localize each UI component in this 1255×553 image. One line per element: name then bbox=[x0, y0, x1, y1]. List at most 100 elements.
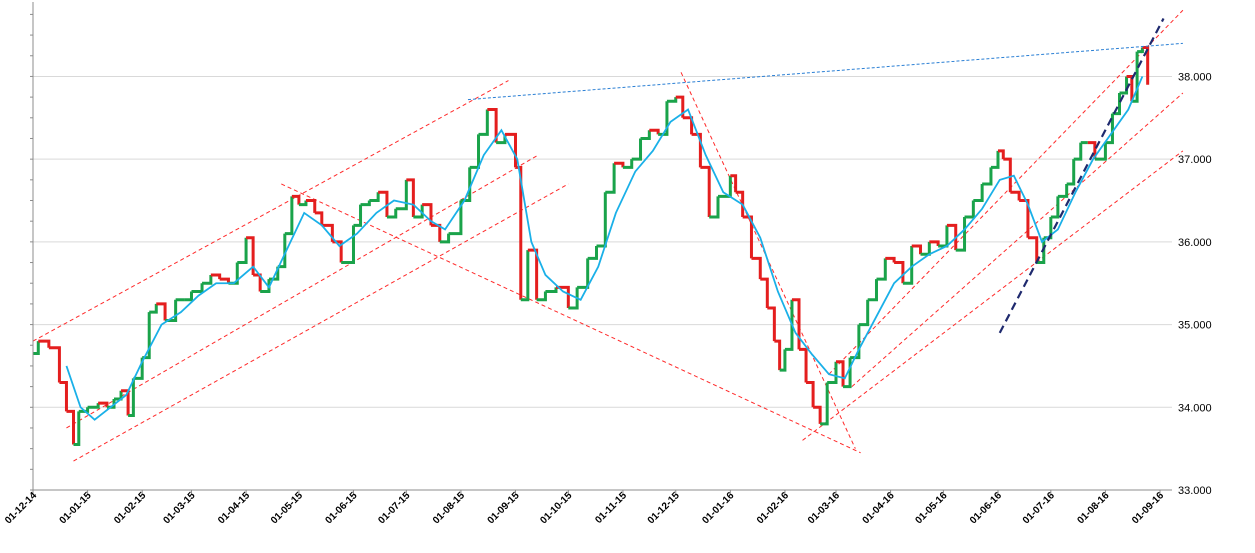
price-segment-7 bbox=[87, 403, 100, 409]
price-segment-118 bbox=[1019, 199, 1030, 238]
x-tick-label-1: 01-01-15 bbox=[58, 490, 94, 526]
price-segment-124 bbox=[1066, 159, 1076, 186]
price-segment-41 bbox=[369, 192, 380, 203]
price-segment-23 bbox=[219, 277, 230, 284]
price-segment-132 bbox=[1126, 74, 1134, 102]
price-segment-131 bbox=[1119, 76, 1129, 95]
price-segment-10 bbox=[114, 390, 123, 401]
axes bbox=[30, 2, 1172, 491]
price-segment-85 bbox=[760, 277, 769, 309]
price-segment-25 bbox=[237, 237, 248, 265]
price-segment-64 bbox=[577, 258, 590, 289]
channel-line-2 bbox=[73, 183, 569, 462]
x-tick-label-9: 01-09-15 bbox=[486, 490, 522, 526]
x-tick-label-2: 01-02-15 bbox=[112, 490, 148, 526]
price-segment-119 bbox=[1027, 236, 1039, 263]
x-tick-label-19: 01-07-16 bbox=[1021, 490, 1057, 526]
y-tick-label-4: 37.000 bbox=[1178, 154, 1212, 166]
price-segment-79 bbox=[709, 196, 720, 219]
price-segment-59 bbox=[527, 248, 539, 300]
price-segment-66 bbox=[596, 192, 607, 248]
price-segment-51 bbox=[460, 167, 472, 203]
price-segment-4 bbox=[66, 409, 76, 445]
price-segment-77 bbox=[691, 132, 702, 168]
price-segment-98 bbox=[850, 324, 861, 360]
price-segment-60 bbox=[536, 291, 547, 302]
price-segment-115 bbox=[997, 149, 1005, 160]
price-segment-82 bbox=[735, 190, 745, 218]
price-segment-116 bbox=[1003, 157, 1012, 193]
x-tick-label-10: 01-10-15 bbox=[538, 490, 574, 526]
price-segment-50 bbox=[448, 200, 463, 236]
x-tick-label-21: 01-09-16 bbox=[1130, 490, 1166, 526]
price-segment-30 bbox=[277, 233, 287, 269]
price-segment-84 bbox=[751, 256, 762, 280]
price-segment-12 bbox=[128, 378, 135, 418]
x-tick-label-7: 01-07-15 bbox=[376, 490, 412, 526]
y-tick-label-1: 34.000 bbox=[1178, 402, 1212, 414]
price-segment-122 bbox=[1050, 196, 1060, 219]
channel-line-5 bbox=[828, 9, 1184, 375]
price-segment-100 bbox=[867, 279, 878, 302]
x-tick-label-20: 01-08-16 bbox=[1075, 490, 1111, 526]
price-segment-105 bbox=[911, 244, 923, 255]
price-segment-70 bbox=[631, 138, 643, 161]
price-segment-74 bbox=[666, 97, 678, 103]
price-segment-42 bbox=[378, 190, 389, 218]
x-tick-label-11: 01-11-15 bbox=[593, 490, 629, 526]
x-tick-label-4: 01-04-15 bbox=[216, 490, 252, 526]
price-segment-19 bbox=[184, 291, 193, 302]
price-segment-89 bbox=[784, 299, 794, 351]
price-segment-43 bbox=[386, 208, 398, 219]
channel-line-0 bbox=[32, 80, 509, 342]
price-segment-69 bbox=[622, 159, 634, 169]
y-tick-label-0: 33.000 bbox=[1178, 485, 1212, 497]
x-tick-label-8: 01-08-15 bbox=[431, 490, 467, 526]
price-segment-8 bbox=[98, 401, 109, 408]
price-segment-134 bbox=[1137, 47, 1144, 54]
price-segment-21 bbox=[202, 274, 213, 285]
price-segment-54 bbox=[487, 108, 498, 143]
price-segment-111 bbox=[964, 200, 975, 219]
price-segment-13 bbox=[133, 357, 144, 380]
price-segment-73 bbox=[658, 101, 669, 136]
x-axis-ticks: 01-12-14 01-01-15 01-02-15 01-03-15 01-04-15… bbox=[3, 490, 1166, 526]
price-segment-129 bbox=[1105, 113, 1114, 145]
price-segment-65 bbox=[587, 246, 598, 260]
x-tick-label-16: 01-04-16 bbox=[861, 490, 897, 526]
channel-line-6 bbox=[851, 92, 1184, 387]
x-tick-label-13: 01-01-16 bbox=[700, 490, 736, 526]
price-segment-103 bbox=[894, 261, 905, 284]
price-segment-49 bbox=[439, 233, 451, 244]
price-segment-44 bbox=[395, 179, 408, 211]
price-segment-0 bbox=[33, 341, 40, 356]
price-segment-93 bbox=[813, 405, 822, 424]
price-segment-33 bbox=[298, 200, 308, 207]
price-segment-34 bbox=[305, 199, 317, 213]
moving-average-series bbox=[65, 76, 1144, 421]
price-series bbox=[33, 45, 1150, 447]
channel-line-7 bbox=[802, 150, 1184, 441]
price-segment-101 bbox=[876, 258, 887, 281]
price-segment-128 bbox=[1094, 142, 1107, 161]
y-tick-label-5: 38.000 bbox=[1178, 71, 1212, 83]
moving-average-line bbox=[65, 76, 1144, 421]
price-segment-112 bbox=[973, 183, 984, 203]
price-segment-27 bbox=[253, 273, 262, 292]
price-segment-53 bbox=[478, 109, 489, 136]
price-segment-15 bbox=[149, 303, 158, 314]
price-segment-48 bbox=[430, 223, 442, 242]
price-segment-86 bbox=[767, 306, 776, 342]
price-segment-135 bbox=[1142, 45, 1150, 85]
price-segment-123 bbox=[1057, 183, 1069, 198]
x-tick-label-15: 01-03-16 bbox=[806, 490, 842, 526]
price-segment-5 bbox=[73, 411, 81, 447]
price-segment-88 bbox=[779, 349, 787, 372]
price-segment-117 bbox=[1010, 190, 1021, 201]
y-tick-label-2: 35.000 bbox=[1178, 320, 1212, 332]
price-segment-125 bbox=[1073, 142, 1083, 161]
price-segment-40 bbox=[360, 200, 371, 207]
trend-lines bbox=[467, 18, 1183, 334]
price-segment-87 bbox=[774, 339, 782, 371]
